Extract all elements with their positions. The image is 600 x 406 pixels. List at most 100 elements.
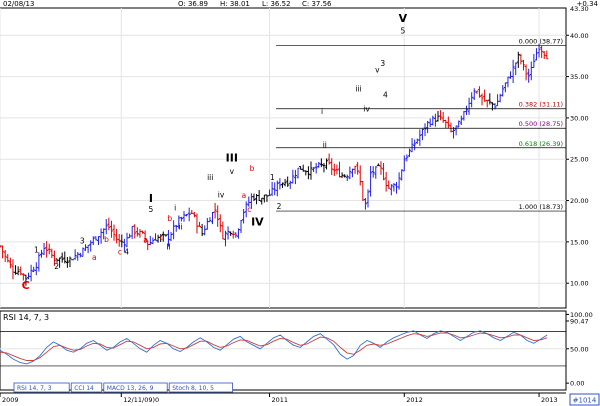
price-bar xyxy=(485,99,489,108)
rsi-series-2 xyxy=(0,332,548,361)
price-bar xyxy=(148,235,152,246)
price-bar xyxy=(511,59,515,84)
rsi-tick-label: 50.00 xyxy=(570,345,589,353)
wave-label: a xyxy=(143,236,148,245)
wave-label: b xyxy=(250,164,255,173)
wave-label: b xyxy=(167,214,172,223)
wave-label: iv xyxy=(218,190,225,199)
price-bar xyxy=(164,234,168,237)
price-bar xyxy=(231,230,235,239)
price-bar xyxy=(293,169,297,185)
price-bar xyxy=(143,230,147,244)
wave-label: c xyxy=(118,247,122,256)
indicator-tab-label: CCI 14 xyxy=(74,385,94,392)
price-bar xyxy=(446,116,450,129)
wave-label: i xyxy=(321,107,323,116)
price-bar xyxy=(309,161,313,180)
wave-label: 2 xyxy=(277,202,282,211)
price-bar xyxy=(3,249,7,263)
price-bar xyxy=(86,244,90,254)
wave-label: iv xyxy=(363,104,370,113)
price-bar xyxy=(73,249,77,260)
wave-label: iii xyxy=(207,173,213,182)
price-bar xyxy=(353,165,357,174)
price-bar xyxy=(244,201,248,218)
price-bar xyxy=(501,85,505,97)
price-bar xyxy=(6,253,10,263)
fib-label-0.000: 0.000 (38.77) xyxy=(519,37,563,45)
price-bar xyxy=(317,161,321,168)
price-bar xyxy=(291,169,295,184)
price-bar xyxy=(327,153,331,165)
rsi-series-1 xyxy=(0,330,548,365)
indicator-tab[interactable]: RSI 14, 7, 3 xyxy=(13,382,70,393)
price-bar xyxy=(109,220,113,238)
price-bar xyxy=(532,53,536,68)
price-bar xyxy=(16,266,20,276)
price-bar xyxy=(187,207,191,222)
wave-label: III xyxy=(226,152,238,165)
header-open: O: 36.89 xyxy=(178,0,208,8)
wave-label: I xyxy=(149,192,153,205)
date-tick-label: 12/11/09)0 xyxy=(123,396,159,404)
price-bar xyxy=(24,274,28,286)
price-bar xyxy=(141,230,145,234)
price-bar xyxy=(402,155,406,172)
wave-label: II xyxy=(166,242,170,251)
price-bar xyxy=(382,162,386,181)
date-tick-label: 2013 xyxy=(541,396,558,404)
price-bar xyxy=(389,184,393,196)
date-axis: 2009 12/11/09)0 2011 2012 2013 xyxy=(0,392,566,404)
rsi-tick-label: 0.00 xyxy=(570,380,584,388)
price-bar xyxy=(477,86,481,98)
price-bars xyxy=(0,43,549,286)
price-bar xyxy=(283,178,287,187)
price-bar xyxy=(286,176,290,187)
price-bar xyxy=(94,236,98,241)
price-bar xyxy=(454,125,458,136)
rsi-gridlines xyxy=(0,331,566,367)
price-bar xyxy=(470,92,474,108)
price-bar xyxy=(405,154,409,162)
indicator-tab[interactable]: MACD 13, 26, 9 xyxy=(103,382,168,393)
price-panel xyxy=(0,7,567,309)
price-bar xyxy=(459,115,463,126)
indicator-tab[interactable]: Stoch 8, 10, 5 xyxy=(168,382,233,393)
price-gridlines xyxy=(0,8,566,308)
indicator-tab-label: RSI 14, 7, 3 xyxy=(17,385,52,392)
price-bar xyxy=(472,88,476,101)
price-bar xyxy=(29,264,33,282)
price-bar xyxy=(65,256,69,268)
price-bar xyxy=(153,233,157,241)
price-bar xyxy=(218,214,222,233)
wave-label: c xyxy=(247,205,251,214)
price-bar xyxy=(376,163,380,166)
price-bar xyxy=(537,43,541,58)
wave-label: V xyxy=(399,12,408,25)
date-tick-label: 2009 xyxy=(2,396,19,404)
price-bar xyxy=(71,259,75,261)
price-bar xyxy=(379,161,383,175)
price-bar xyxy=(521,59,525,71)
wave-label: 4 xyxy=(383,90,388,99)
price-bar xyxy=(151,237,155,245)
price-bar xyxy=(413,139,417,151)
wave-label: 1 xyxy=(270,173,275,182)
price-bar xyxy=(314,162,318,174)
rsi-lines xyxy=(0,330,548,365)
price-bar xyxy=(275,180,279,197)
price-bar xyxy=(208,217,212,223)
price-bar xyxy=(68,256,72,268)
price-bar xyxy=(60,252,64,263)
wave-label: b xyxy=(104,235,109,244)
wave-label: 3 xyxy=(380,59,385,68)
price-bar xyxy=(159,234,163,243)
price-bar xyxy=(433,113,437,127)
price-tick-label: 35.00 xyxy=(570,73,589,81)
wave-label: ii xyxy=(323,141,327,150)
wave-label: IV xyxy=(251,215,264,228)
fib-label-0.382: 0.382 (31.11) xyxy=(519,101,563,109)
price-bar xyxy=(387,180,391,189)
indicator-tab[interactable]: CCI 14 xyxy=(70,382,103,393)
